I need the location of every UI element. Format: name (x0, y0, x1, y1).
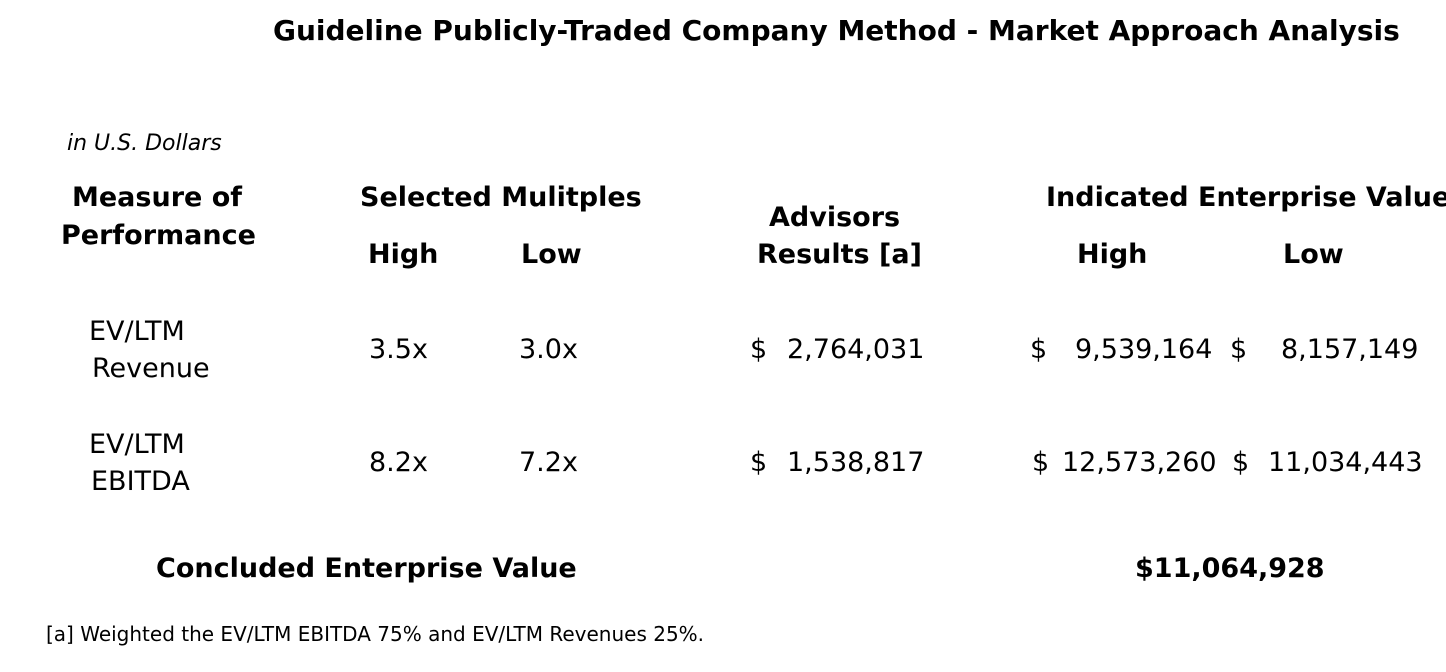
footnote: [a] Weighted the EV/LTM EBITDA 75% and E… (46, 622, 705, 646)
row-advisors-value: 2,764,031 (787, 334, 925, 365)
row-measure-line2: Revenue (92, 353, 210, 384)
concluded-label: Concluded Enterprise Value (156, 553, 577, 584)
row-ev-high-currency: $ (1030, 334, 1048, 365)
row-ev-low-currency: $ (1230, 334, 1248, 365)
row-multiple-low: 3.0x (519, 334, 578, 365)
row-measure-line2: EBITDA (91, 466, 190, 497)
header-indicated-ev: Indicated Enterprise Value (1046, 182, 1446, 213)
header-ev-high: High (1077, 239, 1148, 270)
header-multiple-high: High (368, 239, 439, 270)
row-multiple-low: 7.2x (519, 447, 578, 478)
row-advisors-currency: $ (750, 447, 768, 478)
row-measure-line1: EV/LTM (89, 429, 185, 460)
header-ev-low: Low (1283, 239, 1344, 270)
concluded-value: $11,064,928 (1135, 553, 1325, 584)
page-title: Guideline Publicly-Traded Company Method… (273, 14, 1400, 47)
row-multiple-high: 3.5x (369, 334, 428, 365)
units-note: in U.S. Dollars (67, 131, 222, 156)
row-ev-high-value: 9,539,164 (1075, 334, 1213, 365)
header-measure-line2: Performance (61, 220, 256, 251)
header-multiple-low: Low (521, 239, 582, 270)
row-ev-low-currency: $ (1232, 447, 1250, 478)
header-advisors-line2: Results [a] (757, 239, 922, 270)
row-ev-high-currency: $ (1032, 447, 1050, 478)
row-advisors-currency: $ (750, 334, 768, 365)
header-measure-line1: Measure of (72, 182, 243, 213)
row-measure-line1: EV/LTM (89, 316, 185, 347)
header-advisors-line1: Advisors (769, 202, 901, 233)
row-advisors-value: 1,538,817 (787, 447, 925, 478)
row-ev-low-value: 11,034,443 (1268, 447, 1423, 478)
row-multiple-high: 8.2x (369, 447, 428, 478)
row-ev-low-value: 8,157,149 (1281, 334, 1419, 365)
header-selected-multiples: Selected Mulitples (360, 182, 642, 213)
row-ev-high-value: 12,573,260 (1062, 447, 1217, 478)
